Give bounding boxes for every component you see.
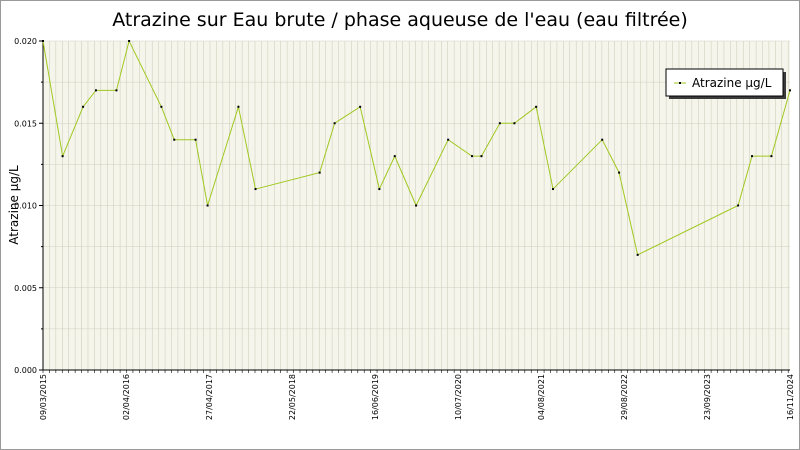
data-point [751,155,754,158]
y-tick-label: 0.005 [14,284,37,293]
x-tick-label: 16/11/2024 [786,374,795,420]
data-point [82,105,85,108]
data-point [636,253,639,256]
data-point [789,89,791,92]
data-point [770,155,773,158]
data-point [378,188,381,191]
y-tick-label: 0.000 [14,366,37,375]
data-point [173,138,176,141]
legend-label: Atrazine µg/L [692,76,772,90]
data-point [254,188,257,191]
data-point [552,188,555,191]
data-point [318,171,321,174]
data-point [535,105,538,108]
data-point [206,204,209,207]
x-tick-label: 16/06/2019 [371,374,380,420]
data-point [42,40,44,42]
x-tick-label: 10/07/2020 [454,374,463,420]
y-tick-label: 0.020 [14,37,37,46]
y-tick-label: 0.010 [14,202,37,211]
x-tick-label: 22/05/2018 [288,374,297,420]
data-point [415,204,418,207]
data-point [393,155,396,158]
data-point [737,204,740,207]
data-point [237,105,240,108]
x-tick-label: 04/08/2021 [537,374,546,420]
axes [39,40,790,373]
x-tick-label: 27/04/2017 [205,374,214,420]
data-point [194,138,197,141]
data-point [498,122,501,125]
x-tick-labels: 09/03/2015 02/04/2016 27/04/2017 22/05/2018… [39,374,795,420]
data-point [359,105,362,108]
data-point [601,138,604,141]
chart-title: Atrazine sur Eau brute / phase aqueuse d… [112,9,688,31]
x-tick-label: 23/09/2023 [703,374,712,420]
data-point [447,138,450,141]
data-point [333,122,336,125]
series-line [42,39,791,256]
data-point [128,40,131,42]
data-point [61,155,64,158]
x-tick-label: 09/03/2015 [39,374,48,420]
data-point [513,122,516,125]
data-point [480,155,483,158]
series-atrazine [42,39,791,256]
y-tick-label: 0.015 [14,119,37,128]
legend-marker-swatch [679,82,681,84]
x-tick-label: 29/08/2022 [620,374,629,420]
y-tick-labels: 0.000 0.005 0.010 0.015 0.020 [14,37,37,375]
data-point [618,171,621,174]
data-point [471,155,473,158]
data-point [160,105,163,108]
data-point [94,89,97,92]
data-point [115,89,118,92]
y-axis-label: Atrazine µg/L [7,165,21,245]
legend: Atrazine µg/L [665,68,786,99]
x-tick-label: 02/04/2016 [122,374,131,420]
